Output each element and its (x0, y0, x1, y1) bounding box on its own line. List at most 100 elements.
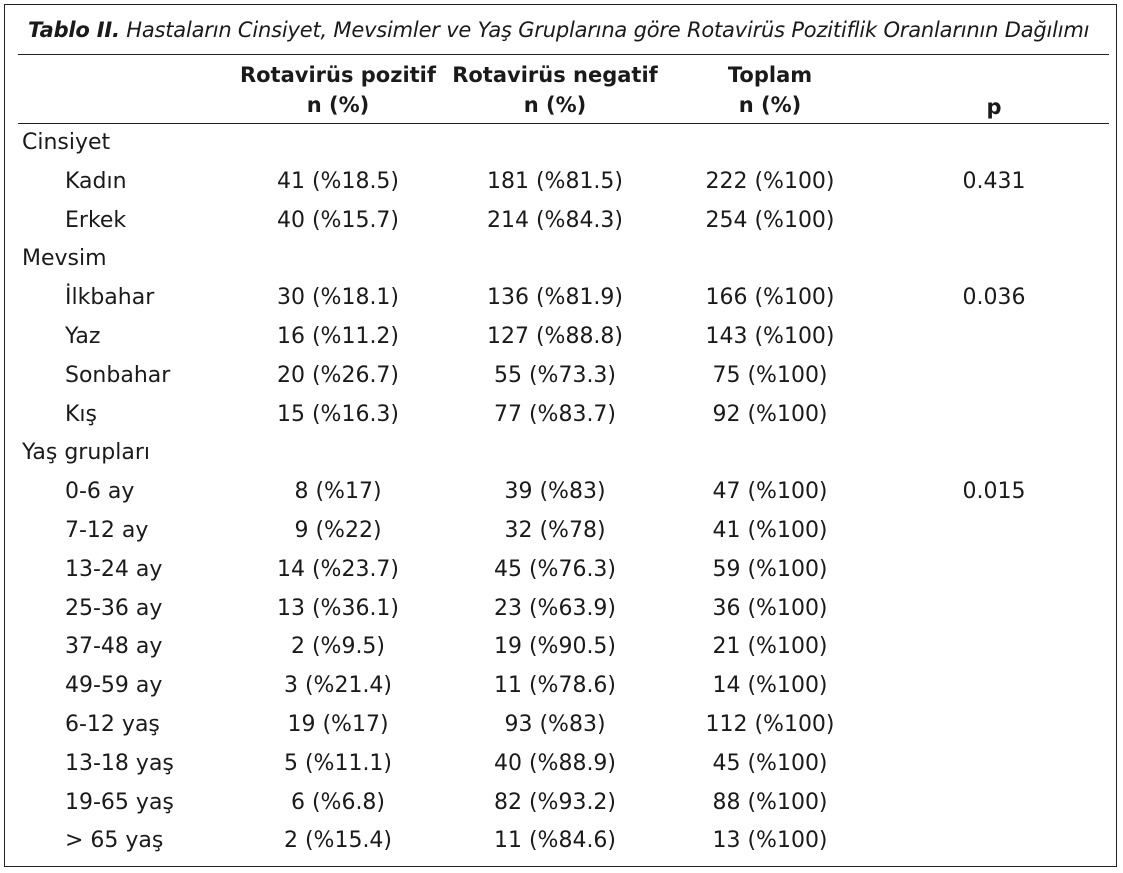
header-negative-title: Rotavirüs negatif (452, 63, 658, 87)
row-label: 7-12 ay (65, 518, 149, 543)
row-label: > 65 yaş (65, 828, 164, 854)
table-row: Kış 15 (%16.3) 77 (%83.7) 92 (%100) (0, 396, 1113, 435)
header-rule (18, 123, 1109, 124)
positive-cell: 2 (%9.5) (290, 634, 386, 660)
negative-cell: 93 (%83) (504, 712, 606, 737)
row-label: 37-48 ay (65, 634, 163, 660)
positive-cell: 5 (%11.1) (283, 750, 393, 776)
group-header-row: Yaş grupları (0, 434, 1113, 473)
table-row: 13-18 yaş 5 (%11.1) 40 (%88.9) 45 (%100) (0, 745, 1113, 784)
group-header-row: Mevsim (0, 240, 1113, 279)
table-row: > 65 yaş 2 (%15.4) 11 (%84.6) 13 (%100) (0, 822, 1113, 861)
total-cell: 59 (%100) (712, 556, 828, 582)
total-cell: 13 (%100) (712, 828, 828, 854)
row-label: 6-12 yaş (65, 712, 160, 737)
positive-cell: 2 (%15.4) (283, 828, 393, 854)
row-label: Kadın (65, 168, 127, 194)
total-cell: 112 (%100) (705, 712, 835, 737)
total-cell: 36 (%100) (712, 595, 828, 621)
positive-cell: 3 (%21.4) (283, 673, 393, 699)
negative-cell: 136 (%81.9) (486, 285, 624, 311)
row-label: İlkbahar (65, 285, 155, 311)
row-label: Erkek (65, 207, 127, 233)
positive-cell: 16 (%11.2) (276, 324, 400, 349)
positive-cell: 15 (%16.3) (276, 401, 400, 427)
row-label: 13-24 ay (65, 556, 163, 582)
table-row: Sonbahar 20 (%26.7) 55 (%73.3) 75 (%100) (0, 357, 1113, 396)
positive-cell: 40 (%15.7) (276, 207, 400, 233)
total-cell: 41 (%100) (712, 518, 828, 543)
total-cell: 143 (%100) (705, 324, 835, 349)
table-frame (4, 4, 1117, 867)
table-title-text: Hastaların Cinsiyet, Mevsimler ve Yaş Gr… (119, 18, 1090, 42)
total-cell: 47 (%100) (712, 479, 828, 505)
table-row: 7-12 ay 9 (%22) 32 (%78) 41 (%100) (0, 512, 1113, 551)
table-row: 13-24 ay 14 (%23.7) 45 (%76.3) 59 (%100) (0, 551, 1113, 590)
negative-cell: 127 (%88.8) (486, 324, 624, 349)
total-cell: 92 (%100) (712, 401, 828, 427)
header-total-unit: n (%) (738, 93, 802, 117)
positive-cell: 13 (%36.1) (276, 595, 400, 621)
header-negative: Rotavirüs negatif n (%) (440, 60, 670, 120)
row-label: Yaş grupları (22, 440, 151, 466)
header-p: p (986, 95, 1002, 119)
negative-cell: 45 (%76.3) (493, 556, 617, 582)
group-header-row: Cinsiyet (0, 124, 1113, 163)
row-label: 13-18 yaş (65, 750, 174, 776)
negative-cell: 82 (%93.2) (493, 789, 617, 815)
row-label: 19-65 yaş (65, 789, 174, 815)
header-negative-unit: n (%) (523, 93, 587, 117)
negative-cell: 214 (%84.3) (486, 207, 624, 233)
table-row: 6-12 yaş 19 (%17) 93 (%83) 112 (%100) (0, 706, 1113, 745)
negative-cell: 181 (%81.5) (486, 168, 624, 194)
row-label: Yaz (65, 324, 101, 349)
negative-cell: 77 (%83.7) (493, 401, 617, 427)
header-positive-title: Rotavirüs pozitif (239, 63, 437, 87)
negative-cell: 32 (%78) (504, 518, 606, 543)
total-cell: 254 (%100) (705, 207, 835, 233)
row-label: 25-36 ay (65, 595, 163, 621)
positive-cell: 9 (%22) (294, 518, 382, 543)
row-label: 49-59 ay (65, 673, 163, 699)
table-row: 37-48 ay 2 (%9.5) 19 (%90.5) 21 (%100) (0, 628, 1113, 667)
table-row: Erkek 40 (%15.7) 214 (%84.3) 254 (%100) (0, 202, 1113, 241)
top-rule (18, 54, 1109, 55)
total-cell: 222 (%100) (705, 168, 835, 194)
negative-cell: 40 (%88.9) (493, 750, 617, 776)
table-row: Yaz 16 (%11.2) 127 (%88.8) 143 (%100) (0, 318, 1113, 357)
p-value-cell: 0.036 (962, 285, 1026, 311)
positive-cell: 14 (%23.7) (276, 556, 400, 582)
negative-cell: 39 (%83) (504, 479, 606, 505)
row-label: Cinsiyet (22, 130, 111, 155)
table-row: İlkbahar 30 (%18.1) 136 (%81.9) 166 (%100) 0… (0, 279, 1113, 318)
row-label: Mevsim (22, 246, 107, 272)
total-cell: 166 (%100) (705, 285, 835, 311)
header-positive-unit: n (%) (306, 93, 370, 117)
row-label: 0-6 ay (65, 479, 135, 505)
negative-cell: 19 (%90.5) (493, 634, 617, 660)
table-row: 49-59 ay 3 (%21.4) 11 (%78.6) 14 (%100) (0, 667, 1113, 706)
positive-cell: 30 (%18.1) (276, 285, 400, 311)
header-positive: Rotavirüs pozitif n (%) (228, 60, 448, 120)
p-value-cell: 0.015 (962, 479, 1026, 505)
table-title: Tablo II. Hastaların Cinsiyet, Mevsimler… (28, 18, 1089, 42)
total-cell: 75 (%100) (712, 362, 828, 388)
row-label: Sonbahar (65, 362, 171, 388)
table-row: 0-6 ay 8 (%17) 39 (%83) 47 (%100) 0.015 (0, 473, 1113, 512)
positive-cell: 19 (%17) (287, 712, 389, 737)
positive-cell: 41 (%18.5) (276, 168, 400, 194)
total-cell: 45 (%100) (712, 750, 828, 776)
positive-cell: 6 (%6.8) (290, 789, 386, 815)
positive-cell: 20 (%26.7) (276, 362, 400, 388)
total-cell: 14 (%100) (712, 673, 828, 699)
table-row: 25-36 ay 13 (%36.1) 23 (%63.9) 36 (%100) (0, 590, 1113, 629)
table-row: 19-65 yaş 6 (%6.8) 82 (%93.2) 88 (%100) (0, 784, 1113, 823)
table-row: Kadın 41 (%18.5) 181 (%81.5) 222 (%100) 0.43… (0, 163, 1113, 202)
total-cell: 88 (%100) (712, 789, 828, 815)
positive-cell: 8 (%17) (294, 479, 382, 505)
table-title-lead: Tablo II. (28, 18, 120, 42)
negative-cell: 11 (%84.6) (493, 828, 617, 854)
header-total: Toplam n (%) (655, 60, 885, 120)
header-total-title: Toplam (727, 63, 813, 87)
p-value-cell: 0.431 (962, 168, 1026, 194)
